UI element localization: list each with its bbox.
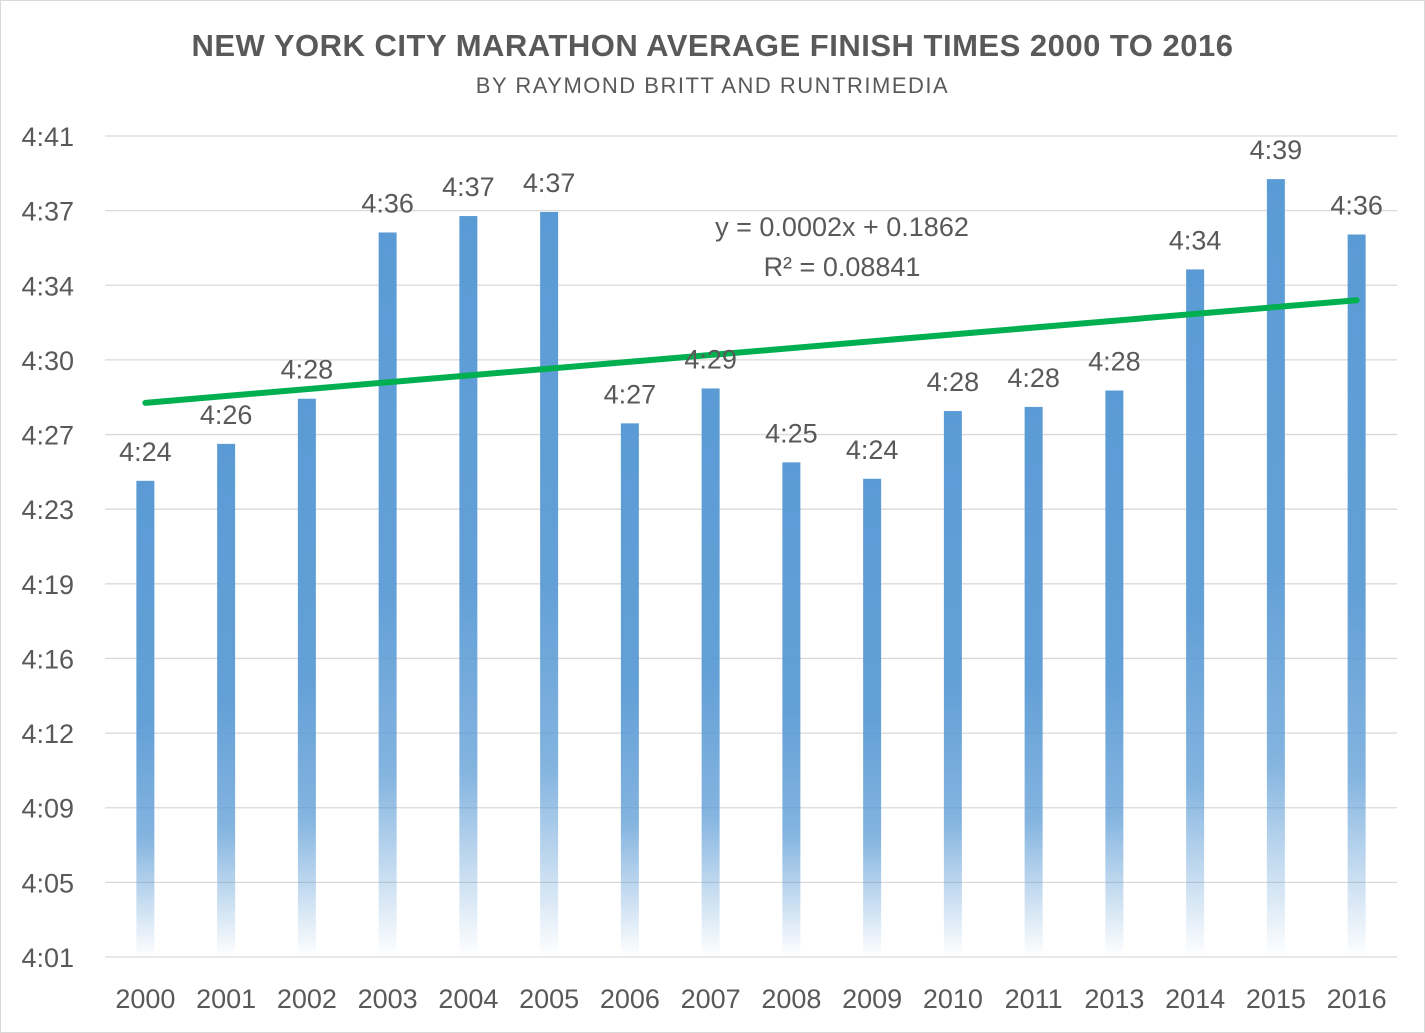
- data-label: 4:28: [281, 355, 334, 385]
- data-label: 4:25: [765, 418, 818, 448]
- bar-2006: [620, 423, 639, 958]
- bar-2016: [1347, 234, 1366, 957]
- x-tick-label: 2002: [277, 984, 337, 1014]
- trendline-equation: y = 0.0002x + 0.1862: [715, 212, 969, 242]
- data-label: 4:34: [1169, 225, 1222, 255]
- y-tick-label: 4:23: [21, 495, 74, 525]
- bar-2013: [1105, 390, 1124, 957]
- bar-2000: [136, 480, 155, 957]
- data-label: 4:29: [684, 344, 737, 374]
- x-tick-label: 2009: [842, 984, 902, 1014]
- y-tick-label: 4:30: [21, 346, 74, 376]
- bar-2008: [782, 462, 801, 957]
- trendline: [142, 297, 1360, 406]
- data-label: 4:37: [442, 172, 495, 202]
- y-tick-label: 4:41: [21, 122, 74, 152]
- bar-2015: [1266, 179, 1285, 958]
- x-tick-label: 2006: [600, 984, 660, 1014]
- data-label: 4:24: [119, 437, 172, 467]
- x-tick-label: 2007: [681, 984, 741, 1014]
- data-label: 4:28: [1088, 347, 1141, 377]
- data-label: 4:39: [1250, 135, 1303, 165]
- x-tick-label: 2003: [358, 984, 418, 1014]
- x-tick-label: 2013: [1084, 984, 1144, 1014]
- x-tick-label: 2008: [761, 984, 821, 1014]
- chart-subtitle: BY RAYMOND BRITT AND RUNTRIMEDIA: [475, 73, 950, 98]
- data-label: 4:37: [523, 168, 576, 198]
- bar-2007: [701, 388, 720, 957]
- data-label: 4:24: [846, 435, 899, 465]
- bar-2009: [863, 478, 882, 957]
- bar-2004: [459, 216, 478, 958]
- trendline-r-squared: R² = 0.08841: [764, 252, 921, 282]
- x-tick-label: 2005: [519, 984, 579, 1014]
- chart-title: NEW YORK CITY MARATHON AVERAGE FINISH TI…: [191, 28, 1234, 63]
- data-label: 4:26: [200, 400, 253, 430]
- bar-2003: [378, 232, 397, 957]
- bar-2002: [297, 398, 316, 958]
- data-label: 4:27: [604, 379, 657, 409]
- x-tick-label: 2001: [196, 984, 256, 1014]
- data-label: 4:36: [361, 188, 414, 218]
- bar-2001: [217, 443, 236, 957]
- y-tick-label: 4:34: [21, 271, 74, 301]
- bar-2010: [943, 411, 962, 957]
- y-tick-label: 4:16: [21, 644, 74, 674]
- x-tick-label: 2010: [923, 984, 983, 1014]
- y-tick-label: 4:37: [21, 197, 74, 227]
- y-tick-label: 4:27: [21, 421, 74, 451]
- data-label: 4:28: [1007, 363, 1060, 393]
- x-tick-label: 2004: [438, 984, 498, 1014]
- y-tick-label: 4:01: [21, 943, 74, 973]
- y-tick-label: 4:12: [21, 719, 74, 749]
- x-tick-label: 2000: [115, 984, 175, 1014]
- bar-2005: [540, 211, 559, 957]
- data-label: 4:36: [1330, 191, 1383, 221]
- x-tick-label: 2011: [1005, 984, 1063, 1014]
- x-tick-label: 2016: [1327, 984, 1387, 1014]
- data-label: 4:28: [927, 367, 980, 397]
- bar-2014: [1186, 269, 1205, 958]
- y-tick-label: 4:05: [21, 868, 74, 898]
- y-tick-label: 4:09: [21, 794, 74, 824]
- x-tick-label: 2014: [1165, 984, 1225, 1014]
- y-tick-label: 4:19: [21, 570, 74, 600]
- x-tick-label: 2015: [1246, 984, 1306, 1014]
- bar-2011: [1024, 406, 1043, 957]
